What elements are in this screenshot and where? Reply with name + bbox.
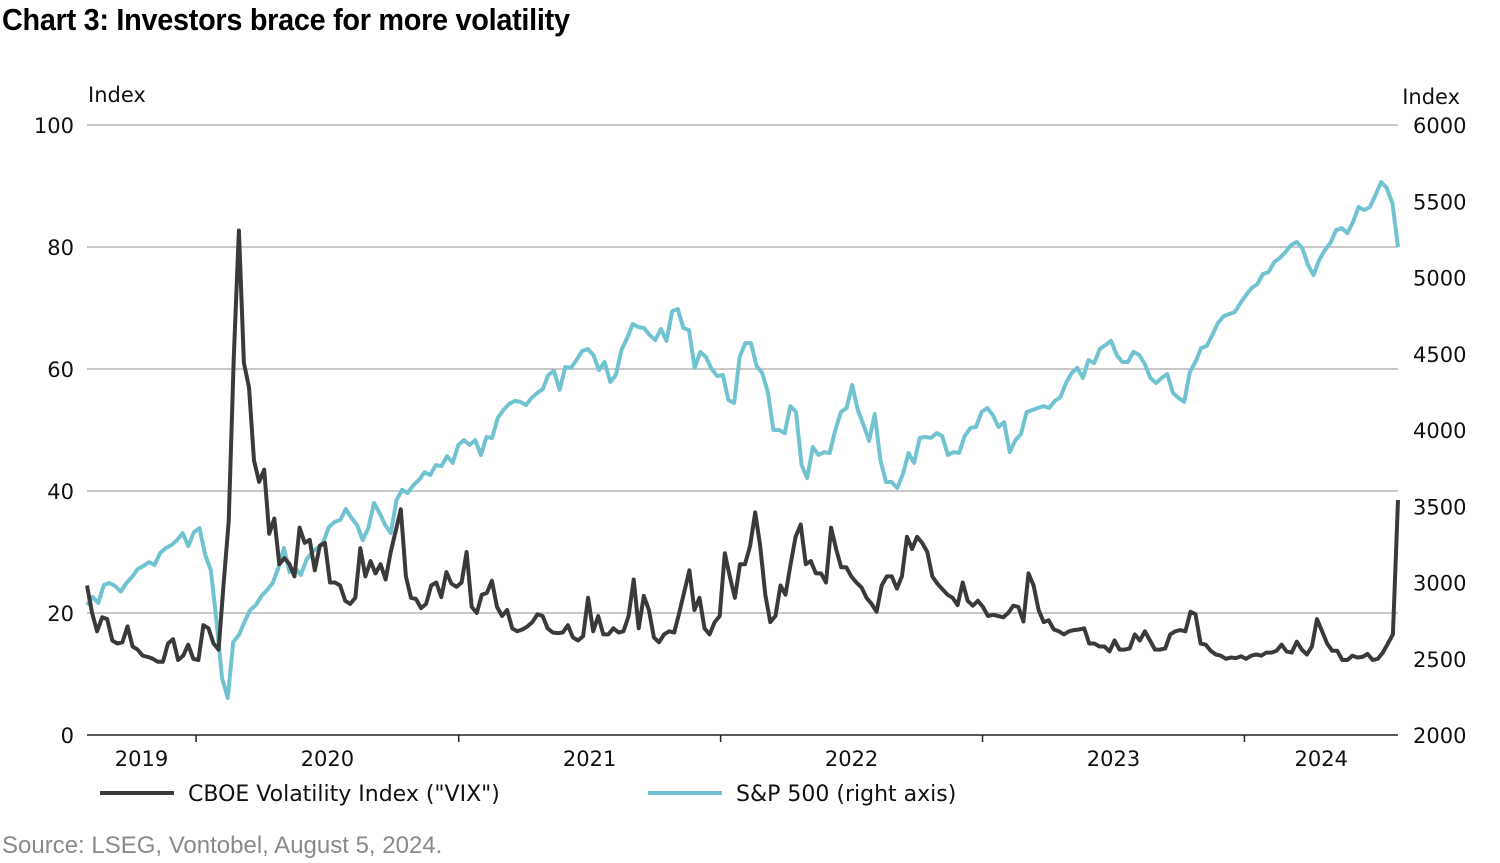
chart-title: Chart 3: Investors brace for more volati… [2,2,570,37]
left-tick-label: 60 [47,358,74,382]
right-tick-label: 4000 [1413,419,1466,443]
right-tick-label: 6000 [1413,114,1466,138]
x-tick-label: 2023 [1087,747,1140,771]
vix-series-line [85,228,1400,664]
right-tick-label: 3500 [1413,495,1466,519]
sp500-series-line [85,180,1400,700]
right-tick-label: 2500 [1413,648,1466,672]
right-tick-label: 2000 [1413,724,1466,748]
x-tick-label: 2019 [115,747,168,771]
series-lines [85,180,1400,700]
right-tick-label: 5000 [1413,267,1466,291]
x-tick-label: 2021 [563,747,616,771]
left-tick-label: 80 [47,236,74,260]
source-note: Source: LSEG, Vontobel, August 5, 2024. [2,832,443,859]
gridlines [87,124,1398,614]
axes: 0 20 40 60 80 100 2000 2500 3000 3500 4000 4500 5000… [34,114,1467,771]
x-tick-label: 2022 [825,747,878,771]
legend: CBOE Volatility Index ("VIX") S&P 500 (ri… [100,782,956,807]
left-tick-label: 100 [34,114,74,138]
right-tick-label: 4500 [1413,343,1466,367]
legend-label-sp500: S&P 500 (right axis) [736,782,956,807]
right-tick-label: 5500 [1413,190,1466,214]
right-axis-label: Index [1402,85,1460,109]
x-tick-label: 2024 [1294,747,1347,771]
right-tick-label: 3000 [1413,572,1466,596]
left-tick-label: 20 [47,602,74,626]
left-tick-label: 0 [61,724,74,748]
left-tick-label: 40 [47,480,74,504]
x-tick-label: 2020 [301,747,354,771]
legend-label-vix: CBOE Volatility Index ("VIX") [188,782,500,807]
left-axis-label: Index [88,83,146,107]
